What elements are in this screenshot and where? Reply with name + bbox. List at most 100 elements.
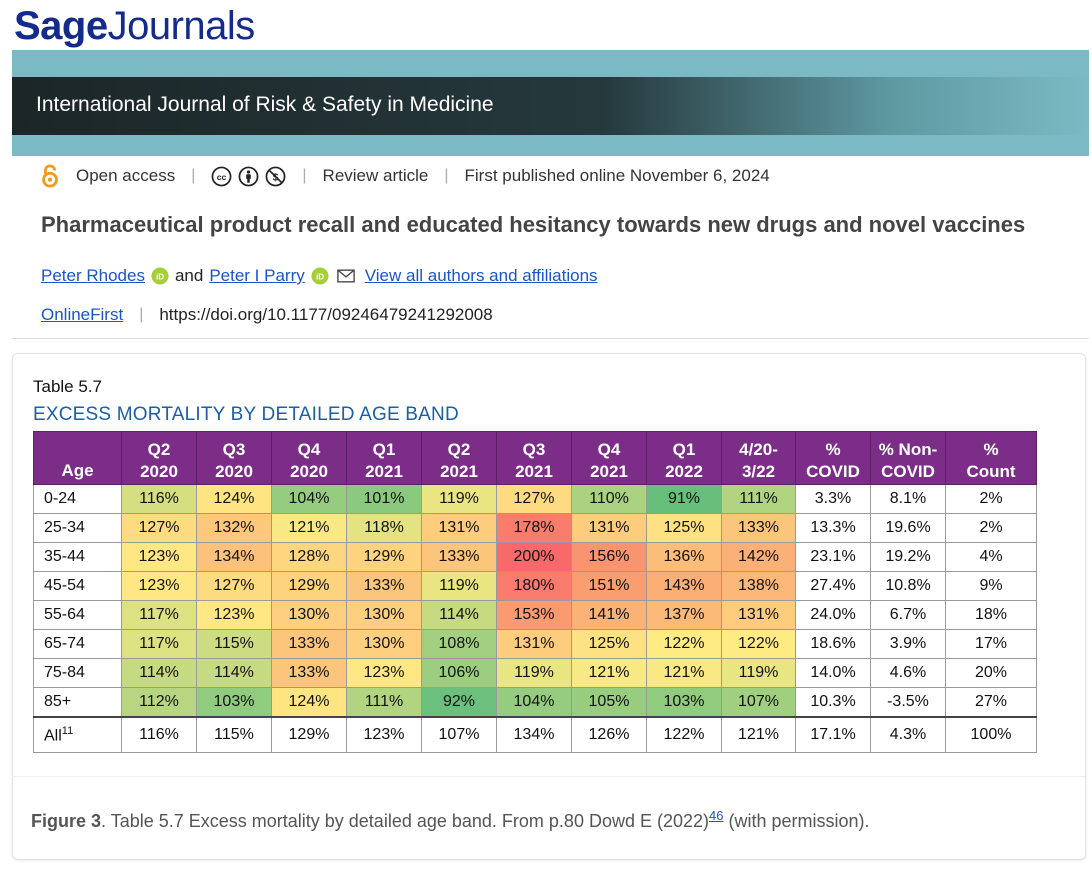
orcid-icon[interactable]: iD [151, 267, 169, 285]
cell-value: All [44, 727, 62, 745]
cell-value: 13.3% [810, 519, 856, 536]
cell-value: 125% [588, 635, 630, 652]
table-cell: 27.4% [795, 571, 871, 601]
table-label: Table 5.7 [33, 377, 102, 396]
doi-separator: | [139, 306, 144, 323]
table-cell: 27% [945, 687, 1037, 718]
table-cell: 116% [121, 716, 197, 753]
table-cell: 129% [271, 716, 347, 753]
table-cell: 91% [646, 484, 722, 514]
sage-journals-logo[interactable]: SageJournals [14, 4, 255, 49]
view-all-authors-link[interactable]: View all authors and affiliations [364, 266, 598, 285]
cell-value: 110% [589, 490, 629, 507]
meta-separator: | [191, 167, 196, 184]
table-cell: 9% [945, 571, 1037, 601]
table-cell: 119% [421, 571, 497, 601]
cell-value: 19.2% [885, 548, 931, 565]
table-cell: 17.1% [795, 716, 871, 753]
header-text: 2020 [290, 462, 328, 481]
table-row: 45-54 123% 127% 129% 133% 119% 180% 151% 143% 138… [33, 571, 1037, 601]
table-row: 75-84 114% 114% 133% 123% 106% 119% 121% 121% 119… [33, 658, 1037, 688]
table-cell: 121% [271, 513, 347, 543]
table-cell: 114% [421, 600, 497, 630]
table-cell: 4% [945, 542, 1037, 572]
table-cell: 25-34 [33, 513, 122, 543]
doi-row: OnlineFirst | https://doi.org/10.1177/09… [41, 305, 493, 325]
online-first-link[interactable]: OnlineFirst [41, 305, 124, 324]
table-cell: 180% [496, 571, 572, 601]
cell-value: 129% [288, 726, 330, 743]
table-cell: 129% [346, 542, 422, 572]
table-cell: 124% [196, 484, 272, 514]
cell-value: 114% [214, 664, 254, 681]
author-link-parry[interactable]: Peter I Parry [209, 266, 305, 285]
cell-value: 92% [442, 693, 476, 710]
table-cell: 114% [196, 658, 272, 688]
table-cell: 18.6% [795, 629, 871, 659]
header-text: Q3 [222, 440, 246, 459]
table-cell: 127% [496, 484, 572, 514]
table-heading: EXCESS MORTALITY BY DETAILED AGE BAND [33, 404, 459, 425]
table-cell: 117% [121, 629, 197, 659]
table-cell: 121% [571, 658, 647, 688]
table-cell: 106% [421, 658, 497, 688]
table-cell: 137% [646, 600, 722, 630]
header-text: Q3 [522, 440, 546, 459]
cell-value: 0-24 [44, 490, 77, 507]
table-cell: 2% [945, 513, 1037, 543]
license-icons[interactable]: cc $ [211, 166, 286, 187]
header-cell: Age [33, 431, 122, 485]
table-cell: 0-24 [33, 484, 122, 514]
cell-value: 131% [588, 519, 630, 536]
svg-text:iD: iD [316, 273, 324, 282]
cell-value: 101% [363, 490, 405, 507]
cell-value: 104% [513, 693, 555, 710]
svg-text:cc: cc [217, 171, 227, 181]
cell-value: 3.9% [889, 635, 927, 652]
header-text: 3/22 [741, 462, 776, 481]
cell-value: 129% [363, 548, 405, 565]
cell-value: 114% [139, 664, 179, 681]
table-cell: 178% [496, 513, 572, 543]
reference-link[interactable]: 46 [709, 808, 724, 823]
cell-value: 130% [363, 635, 405, 652]
authors-and: and [174, 266, 204, 285]
table-row-all: All11 116% 115% 129% 123% 107% 134% 126% 122% 121… [33, 716, 1037, 753]
table-cell: 3.3% [795, 484, 871, 514]
cell-value: 133% [363, 577, 405, 594]
cell-value: 10.3% [810, 693, 856, 710]
journal-title[interactable]: International Journal of Risk & Safety i… [36, 93, 494, 116]
table-cell: 127% [121, 513, 197, 543]
cell-value: 130% [288, 606, 330, 623]
figure-caption: Figure 3. Table 5.7 Excess mortality by … [31, 807, 870, 832]
author-link-rhodes[interactable]: Peter Rhodes [41, 266, 145, 285]
table-cell: 123% [121, 571, 197, 601]
header-cell: % COVID [795, 431, 871, 485]
header-text: 2021 [365, 462, 403, 481]
mail-icon[interactable] [336, 269, 355, 283]
table-cell: 92% [421, 687, 497, 718]
table-cell: 117% [121, 600, 197, 630]
table-cell: 116% [121, 484, 197, 514]
logo-sage-text: Sage [14, 4, 108, 48]
table-cell: 128% [271, 542, 347, 572]
meta-separator: | [444, 167, 449, 184]
cell-value: 127% [213, 577, 255, 594]
header-cell: Q4 2021 [571, 431, 647, 485]
orcid-icon[interactable]: iD [311, 267, 329, 285]
table-cell: 112% [121, 687, 197, 718]
table-cell: 2% [945, 484, 1037, 514]
table-cell: 45-54 [33, 571, 122, 601]
cc-icon: cc [211, 166, 232, 186]
header-cell: Q4 2020 [271, 431, 347, 485]
table-cell: 19.6% [870, 513, 946, 543]
table-cell: 121% [646, 658, 722, 688]
cell-value: 141% [588, 606, 630, 623]
header-text: % [825, 440, 841, 459]
attribution-icon [238, 166, 259, 186]
cell-value: 111% [739, 490, 778, 507]
cell-value: 27.4% [810, 577, 856, 594]
table-cell: 136% [646, 542, 722, 572]
cell-value: 121% [588, 664, 630, 681]
table-cell: 24.0% [795, 600, 871, 630]
